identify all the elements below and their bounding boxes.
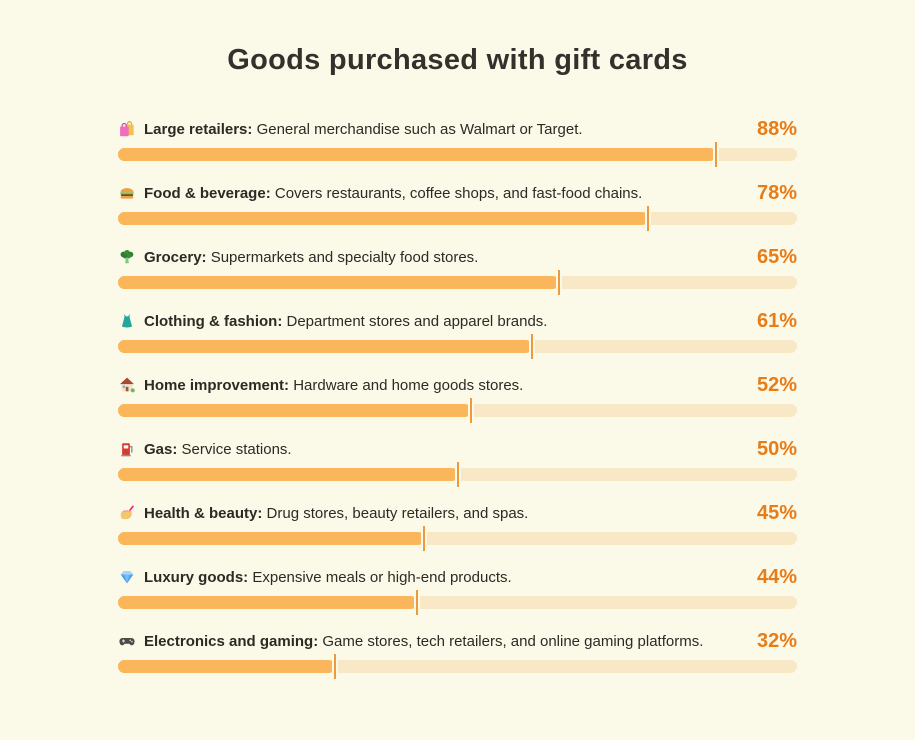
bar-fill xyxy=(118,340,533,353)
bar-fill xyxy=(118,468,458,481)
bar-end-tick xyxy=(714,142,717,167)
row-label: Electronics and gaming: xyxy=(144,632,319,650)
row-label-line: Luxury goods: Expensive meals or high-en… xyxy=(118,565,797,589)
row-label: Home improvement: xyxy=(144,376,290,394)
bar-end-tick xyxy=(531,334,534,359)
bar-end-tick xyxy=(646,206,649,231)
row-label: Large retailers: xyxy=(144,120,253,138)
bar-track-group xyxy=(118,590,797,615)
bar-track-group xyxy=(118,654,797,679)
bar-end-tick xyxy=(456,462,459,487)
bar-fill xyxy=(118,596,417,609)
row-description: General merchandise such as Walmart or T… xyxy=(256,120,583,138)
row-text: Food & beverage: Covers restaurants, cof… xyxy=(144,185,642,202)
bar-end-tick xyxy=(334,654,337,679)
chart-row: Home improvement: Hardware and home good… xyxy=(118,373,797,437)
bar-end-tick xyxy=(470,398,473,423)
bar-chart: Large retailers: General merchandise suc… xyxy=(118,117,797,693)
bar-track-group xyxy=(118,142,797,167)
bar-fill xyxy=(118,276,560,289)
row-label: Health & beauty: xyxy=(144,504,263,522)
chart-row: Food & beverage: Covers restaurants, cof… xyxy=(118,181,797,245)
fuel-pump-icon xyxy=(118,440,136,458)
bar-fill xyxy=(118,148,716,161)
nail-polish-icon xyxy=(118,504,136,522)
row-percent: 45% xyxy=(756,501,797,524)
game-controller-icon xyxy=(118,632,136,650)
row-text: Gas: Service stations. xyxy=(144,441,292,458)
row-description: Service stations. xyxy=(181,440,292,458)
row-percent: 50% xyxy=(756,437,797,460)
row-percent: 52% xyxy=(756,373,797,396)
row-text: Health & beauty: Drug stores, beauty ret… xyxy=(144,505,528,522)
bar-end-tick xyxy=(558,270,561,295)
chart-row: Luxury goods: Expensive meals or high-en… xyxy=(118,565,797,629)
row-label: Food & beverage: xyxy=(144,184,271,202)
row-description: Game stores, tech retailers, and online … xyxy=(322,632,704,650)
row-percent: 44% xyxy=(756,565,797,588)
row-description: Covers restaurants, coffee shops, and fa… xyxy=(274,184,643,202)
hamburger-icon xyxy=(118,184,136,202)
row-description: Expensive meals or high-end products. xyxy=(252,568,512,586)
row-label: Gas: xyxy=(144,440,178,458)
dress-icon xyxy=(118,312,136,330)
row-description: Supermarkets and specialty food stores. xyxy=(210,248,479,266)
row-label-line: Clothing & fashion: Department stores an… xyxy=(118,309,797,333)
bar-track-group xyxy=(118,334,797,359)
row-text: Home improvement: Hardware and home good… xyxy=(144,377,523,394)
row-label: Clothing & fashion: xyxy=(144,312,283,330)
chart-row: Health & beauty: Drug stores, beauty ret… xyxy=(118,501,797,565)
chart-row: Large retailers: General merchandise suc… xyxy=(118,117,797,181)
bar-fill xyxy=(118,660,336,673)
bar-track-group xyxy=(118,526,797,551)
chart-row: Grocery: Supermarkets and specialty food… xyxy=(118,245,797,309)
row-text: Clothing & fashion: Department stores an… xyxy=(144,313,547,330)
row-label-line: Home improvement: Hardware and home good… xyxy=(118,373,797,397)
chart-row: Gas: Service stations. 50% xyxy=(118,437,797,501)
bar-track-group xyxy=(118,206,797,231)
row-text: Grocery: Supermarkets and specialty food… xyxy=(144,249,478,266)
bar-track-group xyxy=(118,270,797,295)
chart-row: Electronics and gaming: Game stores, tec… xyxy=(118,629,797,693)
row-label-line: Food & beverage: Covers restaurants, cof… xyxy=(118,181,797,205)
bar-end-tick xyxy=(422,526,425,551)
bar-track-group xyxy=(118,462,797,487)
house-icon xyxy=(118,376,136,394)
row-percent: 61% xyxy=(756,309,797,332)
bar-fill xyxy=(118,404,472,417)
row-percent: 78% xyxy=(756,181,797,204)
broccoli-icon xyxy=(118,248,136,266)
bar-fill xyxy=(118,212,648,225)
row-label-line: Grocery: Supermarkets and specialty food… xyxy=(118,245,797,269)
row-label-line: Gas: Service stations. 50% xyxy=(118,437,797,461)
row-label-line: Large retailers: General merchandise suc… xyxy=(118,117,797,141)
chart-row: Clothing & fashion: Department stores an… xyxy=(118,309,797,373)
row-percent: 88% xyxy=(756,117,797,140)
row-text: Luxury goods: Expensive meals or high-en… xyxy=(144,569,512,586)
bar-end-tick xyxy=(415,590,418,615)
bar-track-group xyxy=(118,398,797,423)
row-percent: 65% xyxy=(756,245,797,268)
shopping-bags-icon xyxy=(118,120,136,138)
row-label-line: Health & beauty: Drug stores, beauty ret… xyxy=(118,501,797,525)
page-title: Goods purchased with gift cards xyxy=(227,44,688,76)
bar-fill xyxy=(118,532,424,545)
gem-icon xyxy=(118,568,136,586)
row-text: Large retailers: General merchandise suc… xyxy=(144,121,583,138)
row-description: Drug stores, beauty retailers, and spas. xyxy=(266,504,529,522)
row-label: Grocery: xyxy=(144,248,207,266)
row-description: Department stores and apparel brands. xyxy=(286,312,548,330)
row-label: Luxury goods: xyxy=(144,568,249,586)
row-percent: 32% xyxy=(756,629,797,652)
row-text: Electronics and gaming: Game stores, tec… xyxy=(144,633,703,650)
row-label-line: Electronics and gaming: Game stores, tec… xyxy=(118,629,797,653)
row-description: Hardware and home goods stores. xyxy=(293,376,524,394)
